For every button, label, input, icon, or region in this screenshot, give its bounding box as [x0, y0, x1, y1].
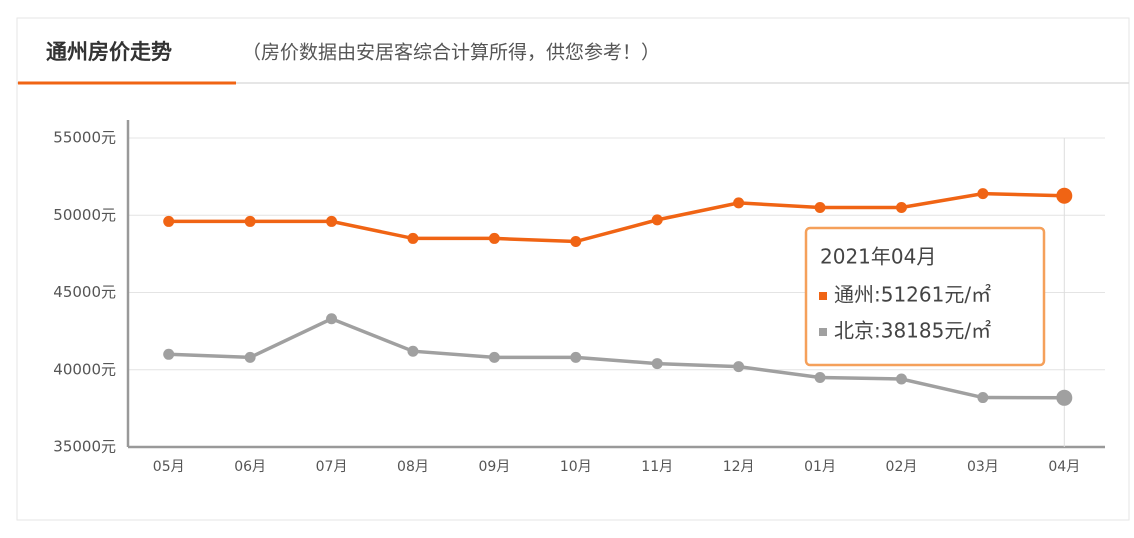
y-tick-label: 45000元 [53, 283, 116, 301]
x-tick-label: 05月 [153, 459, 185, 475]
x-tick-label: 02月 [886, 459, 918, 475]
data-point [814, 371, 826, 383]
data-point [814, 202, 826, 214]
x-tick-label: 10月 [560, 459, 592, 475]
data-point [407, 232, 419, 244]
frame [16, 17, 1130, 521]
x-tick-label: 07月 [316, 459, 348, 475]
tooltip-swatch [819, 292, 827, 300]
x-tick-label: 06月 [234, 459, 266, 475]
data-point [488, 351, 500, 363]
tooltip-item: 通州:51261元/㎡ [834, 283, 991, 307]
tooltip-title: 2021年04月 [820, 245, 936, 269]
series-line [168, 191, 1065, 244]
data-point [570, 236, 582, 248]
data-point [326, 215, 338, 227]
x-tick-label: 09月 [478, 459, 510, 475]
data-point [163, 348, 175, 360]
data-point [733, 197, 745, 209]
data-point [977, 188, 989, 200]
data-point [895, 202, 907, 214]
y-tick-label: 35000元 [53, 438, 116, 456]
data-point [244, 351, 256, 363]
chart-title: 通州房价走势 [46, 40, 172, 64]
y-tick-label: 50000元 [53, 206, 116, 224]
data-point [163, 215, 175, 227]
data-point [1056, 187, 1073, 204]
data-point [488, 232, 500, 244]
x-tick-label: 11月 [641, 459, 673, 475]
data-point [1056, 389, 1073, 406]
tooltip-box [804, 226, 1046, 367]
y-tick-label: 40000元 [53, 360, 116, 378]
x-tick-label: 03月 [967, 459, 999, 475]
y-tick-label: 55000元 [53, 129, 116, 147]
data-point [733, 361, 745, 373]
data-point [651, 214, 663, 226]
series-line [168, 316, 1065, 400]
x-tick-label: 04月 [1048, 459, 1080, 475]
data-point [244, 215, 256, 227]
data-point [895, 373, 907, 385]
x-tick-label: 01月 [804, 459, 836, 475]
data-point [407, 345, 419, 357]
tooltip-swatch [819, 328, 827, 336]
data-point [326, 313, 338, 325]
x-tick-label: 08月 [397, 459, 429, 475]
data-point [977, 392, 989, 404]
chart-subtitle: （房价数据由安居客综合计算所得，供您参考！） [242, 42, 660, 64]
tooltip-item: 北京:38185元/㎡ [834, 319, 991, 343]
data-point [651, 358, 663, 370]
data-point [570, 351, 582, 363]
x-tick-label: 12月 [723, 459, 755, 475]
